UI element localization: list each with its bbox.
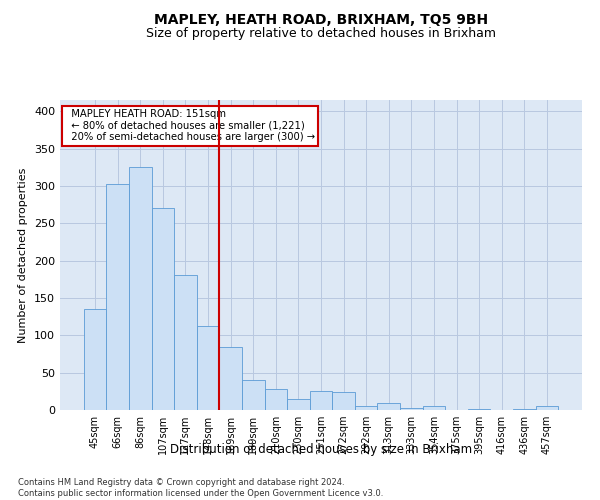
Bar: [310, 392, 332, 410]
Text: Size of property relative to detached houses in Brixham: Size of property relative to detached ho…: [146, 28, 496, 40]
Bar: [536, 406, 558, 410]
Bar: [220, 348, 242, 410]
Bar: [129, 167, 152, 410]
Text: Distribution of detached houses by size in Brixham: Distribution of detached houses by size …: [170, 442, 472, 456]
Bar: [287, 399, 310, 410]
Bar: [355, 406, 377, 410]
Bar: [197, 326, 220, 410]
Bar: [332, 392, 355, 410]
Bar: [106, 184, 129, 410]
Text: Contains HM Land Registry data © Crown copyright and database right 2024.
Contai: Contains HM Land Registry data © Crown c…: [18, 478, 383, 498]
Bar: [377, 404, 400, 410]
Bar: [84, 309, 106, 410]
Bar: [265, 389, 287, 410]
Bar: [174, 275, 197, 410]
Bar: [513, 408, 536, 410]
Bar: [400, 408, 422, 410]
Bar: [152, 208, 174, 410]
Y-axis label: Number of detached properties: Number of detached properties: [19, 168, 28, 342]
Bar: [422, 406, 445, 410]
Bar: [242, 380, 265, 410]
Text: MAPLEY HEATH ROAD: 151sqm
  ← 80% of detached houses are smaller (1,221)
  20% o: MAPLEY HEATH ROAD: 151sqm ← 80% of detac…: [65, 110, 316, 142]
Text: MAPLEY, HEATH ROAD, BRIXHAM, TQ5 9BH: MAPLEY, HEATH ROAD, BRIXHAM, TQ5 9BH: [154, 12, 488, 26]
